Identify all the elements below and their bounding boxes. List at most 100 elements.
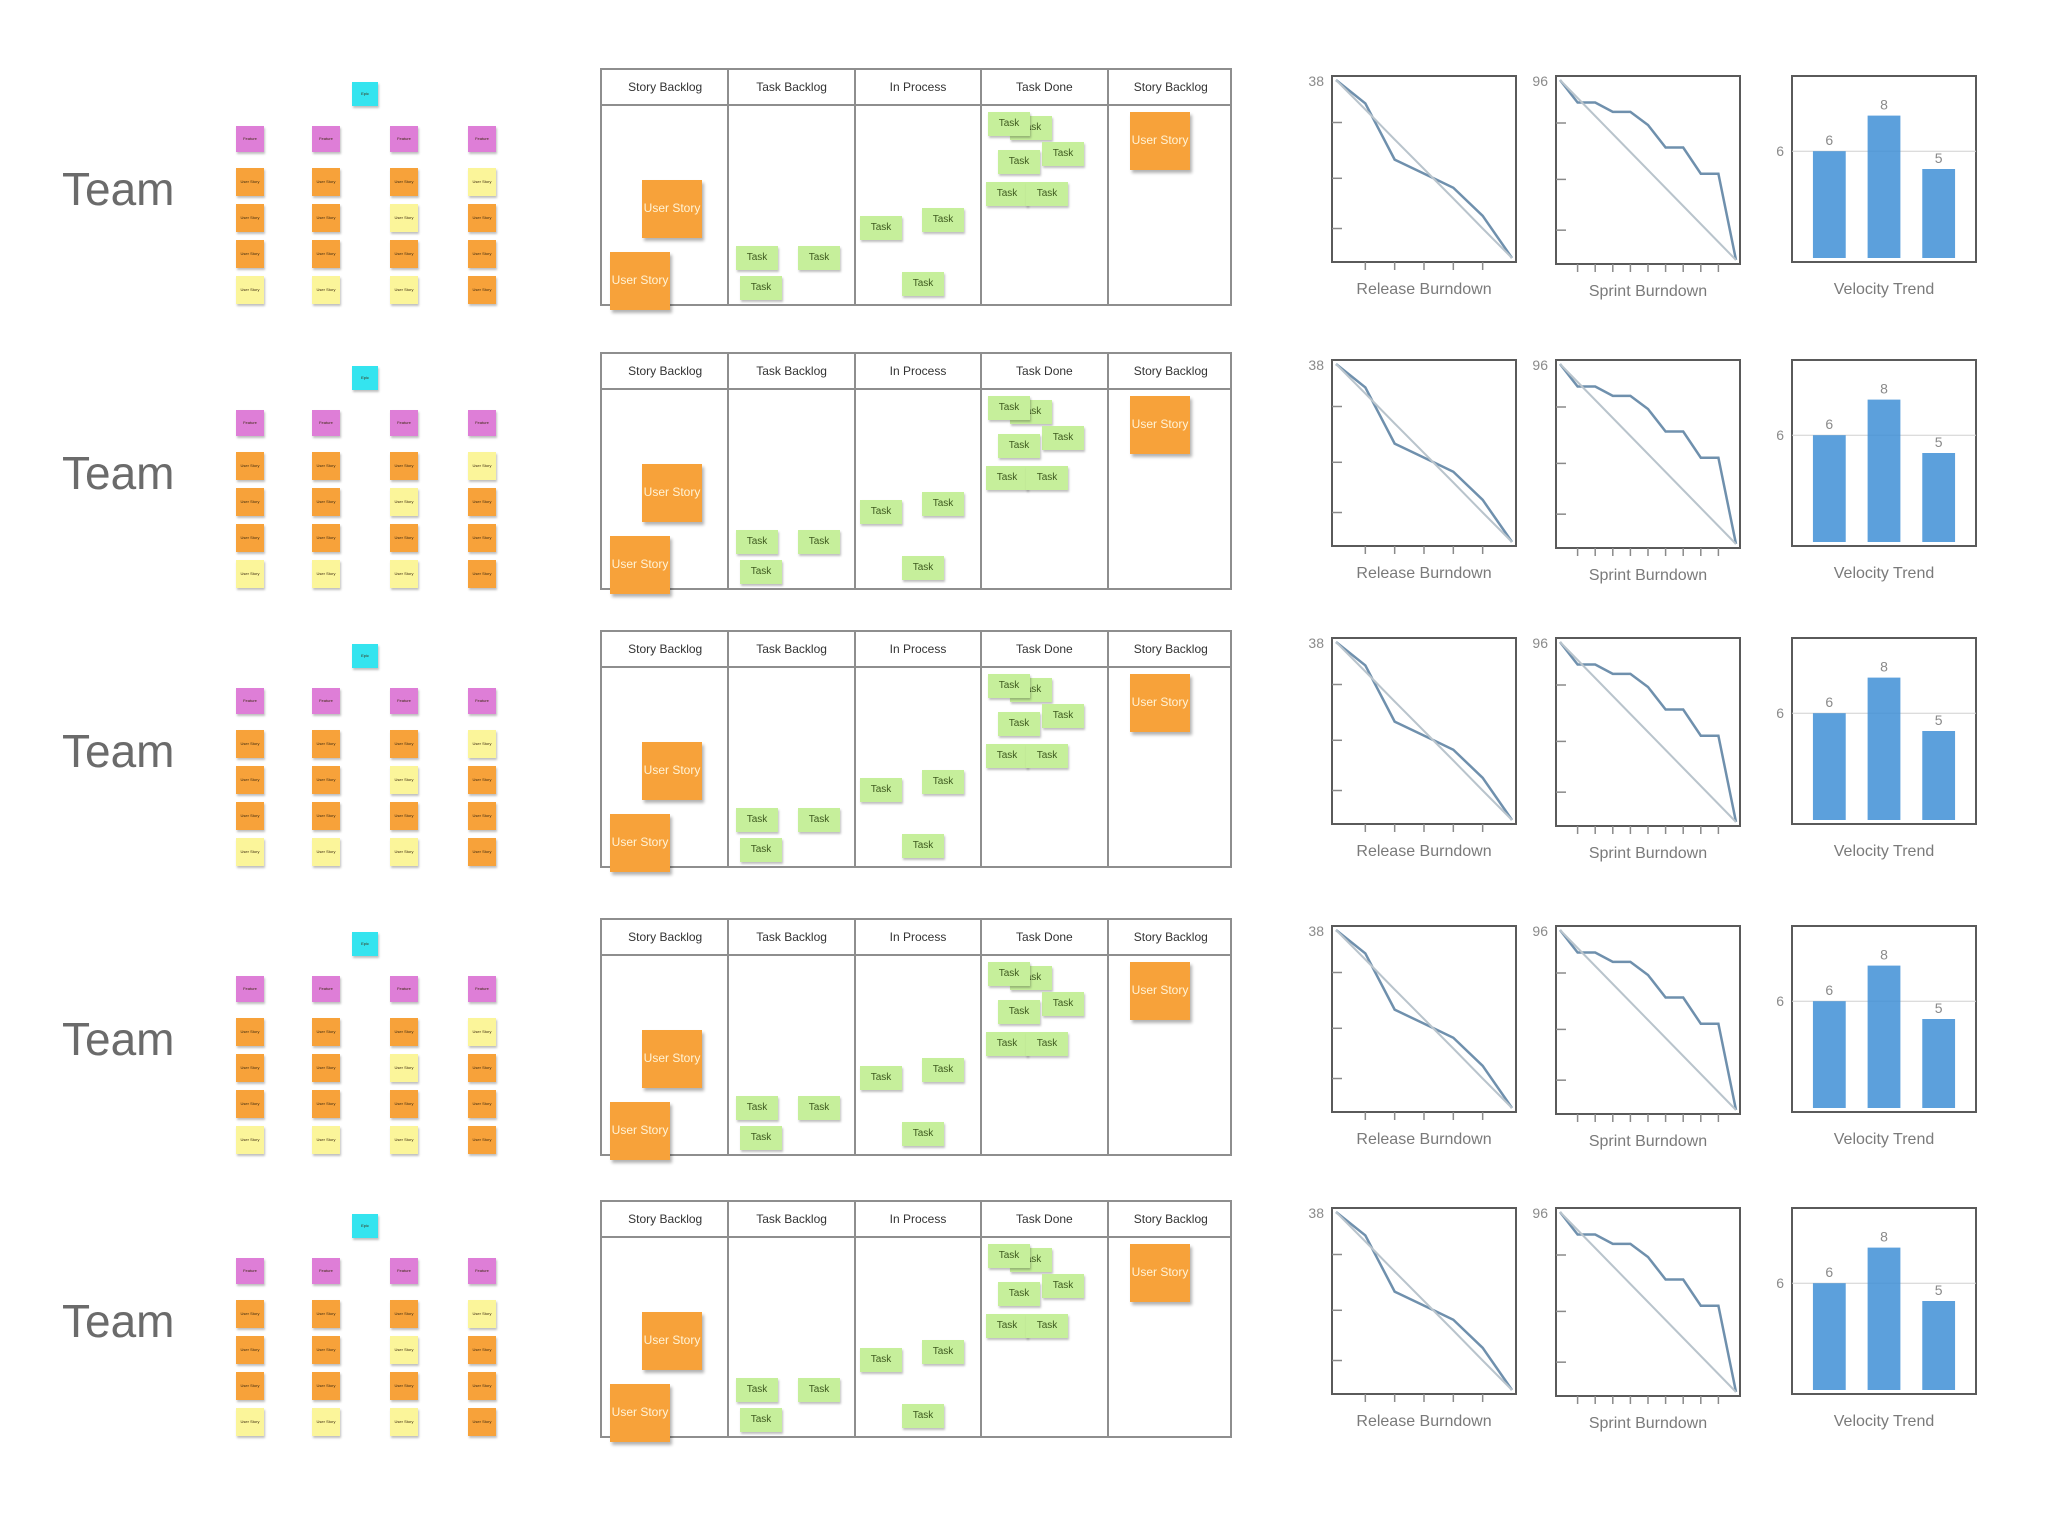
feature-note[interactable]: Feature: [468, 1258, 496, 1284]
user-story-note[interactable]: User Story: [236, 802, 264, 830]
task-card[interactable]: Task: [1026, 182, 1068, 206]
user-story-note[interactable]: User Story: [390, 452, 418, 480]
user-story-note[interactable]: User Story: [312, 168, 340, 196]
task-card[interactable]: Task: [798, 1096, 840, 1120]
task-card[interactable]: Task: [740, 1126, 782, 1150]
user-story-note[interactable]: User Story: [468, 1126, 496, 1154]
user-story-card[interactable]: User Story: [642, 464, 702, 522]
task-card[interactable]: Task: [1026, 1314, 1068, 1338]
task-card[interactable]: Task: [1042, 142, 1084, 166]
user-story-note[interactable]: User Story: [390, 1372, 418, 1400]
feature-note[interactable]: Feature: [312, 410, 340, 436]
task-card[interactable]: Task: [860, 778, 902, 802]
user-story-card[interactable]: User Story: [1130, 1244, 1190, 1302]
task-card[interactable]: Task: [1042, 704, 1084, 728]
feature-note[interactable]: Feature: [312, 126, 340, 152]
user-story-note[interactable]: User Story: [390, 766, 418, 794]
user-story-card[interactable]: User Story: [610, 252, 670, 310]
user-story-note[interactable]: User Story: [390, 1336, 418, 1364]
task-card[interactable]: Task: [1042, 1274, 1084, 1298]
epic-note[interactable]: Epic: [352, 366, 378, 390]
task-card[interactable]: Task: [988, 962, 1030, 986]
user-story-note[interactable]: User Story: [236, 1336, 264, 1364]
feature-note[interactable]: Feature: [236, 1258, 264, 1284]
task-card[interactable]: Task: [740, 1408, 782, 1432]
task-card[interactable]: Task: [988, 396, 1030, 420]
user-story-note[interactable]: User Story: [390, 560, 418, 588]
user-story-note[interactable]: User Story: [390, 802, 418, 830]
task-card[interactable]: Task: [1042, 426, 1084, 450]
user-story-note[interactable]: User Story: [236, 168, 264, 196]
task-card[interactable]: Task: [740, 276, 782, 300]
epic-note[interactable]: Epic: [352, 932, 378, 956]
user-story-note[interactable]: User Story: [236, 240, 264, 268]
user-story-card[interactable]: User Story: [610, 1102, 670, 1160]
feature-note[interactable]: Feature: [390, 410, 418, 436]
user-story-note[interactable]: User Story: [312, 1300, 340, 1328]
user-story-note[interactable]: User Story: [468, 560, 496, 588]
task-card[interactable]: Task: [902, 272, 944, 296]
task-card[interactable]: Task: [988, 112, 1030, 136]
feature-note[interactable]: Feature: [390, 688, 418, 714]
user-story-card[interactable]: User Story: [1130, 962, 1190, 1020]
task-card[interactable]: Task: [902, 834, 944, 858]
epic-note[interactable]: Epic: [352, 1214, 378, 1238]
user-story-note[interactable]: User Story: [390, 1126, 418, 1154]
user-story-card[interactable]: User Story: [610, 536, 670, 594]
user-story-note[interactable]: User Story: [236, 1300, 264, 1328]
user-story-note[interactable]: User Story: [390, 168, 418, 196]
task-card[interactable]: Task: [988, 1244, 1030, 1268]
task-card[interactable]: Task: [860, 216, 902, 240]
user-story-note[interactable]: User Story: [236, 560, 264, 588]
user-story-note[interactable]: User Story: [468, 1336, 496, 1364]
user-story-note[interactable]: User Story: [468, 204, 496, 232]
user-story-note[interactable]: User Story: [236, 1018, 264, 1046]
task-card[interactable]: Task: [998, 434, 1040, 458]
user-story-note[interactable]: User Story: [390, 488, 418, 516]
user-story-note[interactable]: User Story: [390, 838, 418, 866]
user-story-note[interactable]: User Story: [236, 1372, 264, 1400]
user-story-note[interactable]: User Story: [468, 838, 496, 866]
task-card[interactable]: Task: [1026, 1032, 1068, 1056]
task-card[interactable]: Task: [986, 182, 1028, 206]
user-story-note[interactable]: User Story: [468, 1018, 496, 1046]
user-story-note[interactable]: User Story: [390, 204, 418, 232]
user-story-note[interactable]: User Story: [236, 1126, 264, 1154]
user-story-note[interactable]: User Story: [312, 488, 340, 516]
feature-note[interactable]: Feature: [468, 410, 496, 436]
user-story-card[interactable]: User Story: [610, 1384, 670, 1442]
user-story-note[interactable]: User Story: [390, 1054, 418, 1082]
feature-note[interactable]: Feature: [468, 126, 496, 152]
task-card[interactable]: Task: [986, 1314, 1028, 1338]
task-card[interactable]: Task: [922, 492, 964, 516]
task-card[interactable]: Task: [736, 808, 778, 832]
user-story-note[interactable]: User Story: [236, 524, 264, 552]
user-story-note[interactable]: User Story: [312, 730, 340, 758]
task-card[interactable]: Task: [922, 770, 964, 794]
task-card[interactable]: Task: [998, 712, 1040, 736]
user-story-note[interactable]: User Story: [312, 838, 340, 866]
feature-note[interactable]: Feature: [236, 688, 264, 714]
task-card[interactable]: Task: [922, 1340, 964, 1364]
user-story-note[interactable]: User Story: [312, 1336, 340, 1364]
task-card[interactable]: Task: [860, 1066, 902, 1090]
task-card[interactable]: Task: [902, 1122, 944, 1146]
feature-note[interactable]: Feature: [236, 126, 264, 152]
user-story-note[interactable]: User Story: [236, 1408, 264, 1436]
user-story-note[interactable]: User Story: [468, 488, 496, 516]
task-card[interactable]: Task: [998, 150, 1040, 174]
task-card[interactable]: Task: [798, 1378, 840, 1402]
feature-note[interactable]: Feature: [390, 1258, 418, 1284]
user-story-note[interactable]: User Story: [468, 1408, 496, 1436]
user-story-note[interactable]: User Story: [312, 240, 340, 268]
user-story-note[interactable]: User Story: [236, 730, 264, 758]
user-story-note[interactable]: User Story: [236, 276, 264, 304]
task-card[interactable]: Task: [736, 246, 778, 270]
feature-note[interactable]: Feature: [236, 976, 264, 1002]
user-story-note[interactable]: User Story: [468, 1300, 496, 1328]
feature-note[interactable]: Feature: [468, 688, 496, 714]
user-story-note[interactable]: User Story: [468, 802, 496, 830]
feature-note[interactable]: Feature: [312, 976, 340, 1002]
user-story-note[interactable]: User Story: [390, 1408, 418, 1436]
user-story-note[interactable]: User Story: [312, 1372, 340, 1400]
